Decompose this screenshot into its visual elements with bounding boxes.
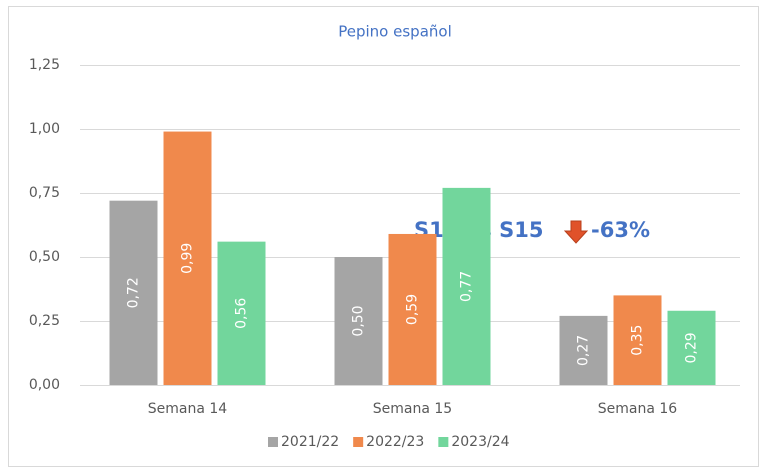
bar (559, 315, 608, 385)
data-label: 0,59 (405, 294, 421, 325)
data-label: 0,99 (180, 243, 196, 274)
down-arrow-icon (563, 220, 589, 244)
data-label: 0,27 (576, 335, 592, 366)
legend-label: 2021/22 (281, 434, 339, 450)
data-label: 0,50 (351, 305, 367, 336)
y-tick-label: 1,25 (29, 57, 60, 73)
bar (109, 200, 158, 385)
data-label: 0,35 (630, 325, 646, 356)
bar (442, 187, 491, 385)
bar (217, 241, 266, 385)
x-tick-label: Semana 16 (598, 401, 678, 417)
y-tick-label: 0,25 (29, 313, 60, 329)
data-label: 0,77 (459, 271, 475, 302)
bar (613, 295, 662, 385)
bar (667, 310, 716, 385)
y-tick-label: 1,00 (29, 121, 60, 137)
legend-label: 2023/24 (451, 434, 509, 450)
y-tick-label: 0,00 (29, 377, 60, 393)
chart-title: Pepino español (338, 23, 452, 41)
data-label: 0,72 (126, 277, 142, 308)
annotation: -63% (591, 218, 650, 242)
bar (334, 257, 383, 385)
x-tick-label: Semana 15 (373, 401, 452, 417)
legend-swatch (268, 437, 278, 447)
legend-swatch (353, 437, 364, 447)
bar (163, 131, 212, 385)
data-label: 0,56 (234, 298, 250, 329)
bar (388, 233, 437, 385)
y-tick-label: 0,75 (29, 185, 60, 201)
y-tick-label: 0,50 (29, 249, 60, 265)
legend-swatch (438, 437, 449, 447)
legend-label: 2022/23 (366, 434, 424, 450)
data-label: 0,29 (684, 332, 700, 363)
x-tick-label: Semana 14 (148, 401, 228, 417)
